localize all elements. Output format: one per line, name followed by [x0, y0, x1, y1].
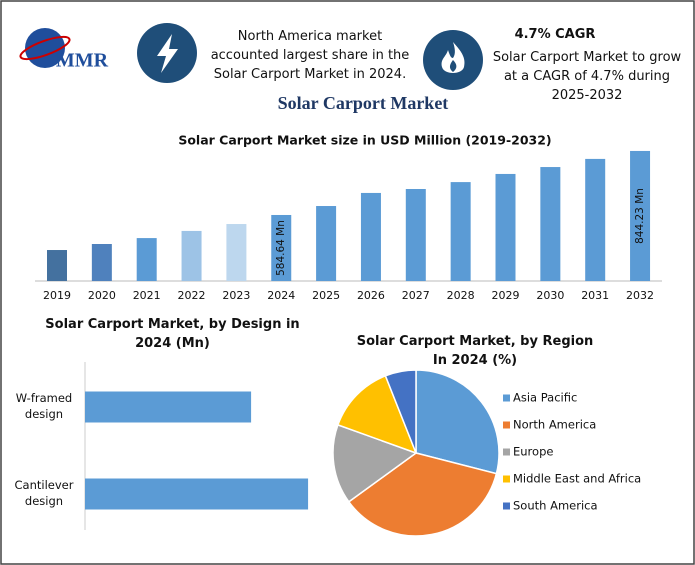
x-tick-label: 2024 [267, 289, 295, 302]
chart-title: Solar Carport Market, by Design in 2024 … [45, 317, 300, 351]
bar [585, 158, 606, 281]
share-note: North America market accounted largest s… [210, 29, 410, 82]
x-tick-label: 2027 [402, 289, 430, 302]
legend-swatch [503, 421, 510, 429]
main-title: Solar Carport Market [278, 93, 449, 113]
legend-label: Europe [513, 445, 553, 459]
bar [405, 188, 426, 281]
x-tick-label: 2023 [222, 289, 250, 302]
legend-label: Asia Pacific [513, 391, 577, 405]
bar [226, 224, 247, 281]
x-tick-label: 2019 [43, 289, 71, 302]
legend-swatch [503, 448, 510, 456]
bar [85, 478, 309, 510]
x-tick-label: 2031 [581, 289, 609, 302]
value-label: 844.23 Mn [634, 188, 646, 244]
legend-swatch [503, 475, 510, 483]
logo-text: MMR [56, 50, 109, 72]
bar [540, 167, 561, 281]
x-tick-label: 2032 [626, 289, 654, 302]
bar [495, 173, 516, 281]
x-tick-label: 2030 [536, 289, 564, 302]
logo: MMR [19, 28, 109, 72]
bar [450, 182, 471, 281]
legend-label: South America [513, 499, 598, 513]
bolt-icon [137, 23, 197, 83]
legend-label: Middle East and Africa [513, 472, 641, 486]
bar [271, 214, 292, 281]
flame-icon [423, 30, 483, 90]
legend-swatch [503, 502, 510, 510]
legend-label: North America [513, 418, 596, 432]
x-tick-label: 2026 [357, 289, 385, 302]
pie-slice [332, 423, 418, 503]
legend-swatch [503, 394, 510, 402]
x-tick-label: 2028 [447, 289, 475, 302]
cagr-title: 4.7% CAGR [514, 27, 596, 42]
y-tick-label: Cantilever design [14, 478, 74, 508]
bar [181, 230, 202, 281]
x-tick-label: 2021 [133, 289, 161, 302]
bar [91, 244, 112, 281]
value-label: 584.64 Mn [275, 220, 287, 276]
x-tick-label: 2020 [88, 289, 116, 302]
chart-title: Solar Carport Market, by Region In 2024 … [356, 334, 594, 368]
pie-slice [384, 369, 417, 454]
bar [47, 250, 67, 281]
bar [316, 206, 337, 281]
chart-title: Solar Carport Market size in USD Million… [178, 133, 551, 148]
pie-slice [415, 369, 500, 475]
y-tick-label: W-framed design [15, 391, 73, 421]
x-tick-label: 2029 [492, 289, 520, 302]
pie-slice [347, 452, 498, 537]
x-tick-label: 2025 [312, 289, 340, 302]
bar [360, 192, 381, 281]
x-tick-label: 2022 [178, 289, 206, 302]
bar [630, 150, 651, 281]
pie-slice [336, 374, 418, 455]
bar [85, 391, 252, 423]
bar [136, 238, 157, 281]
cagr-note: Solar Carport Market to grow at a CAGR o… [492, 50, 682, 103]
